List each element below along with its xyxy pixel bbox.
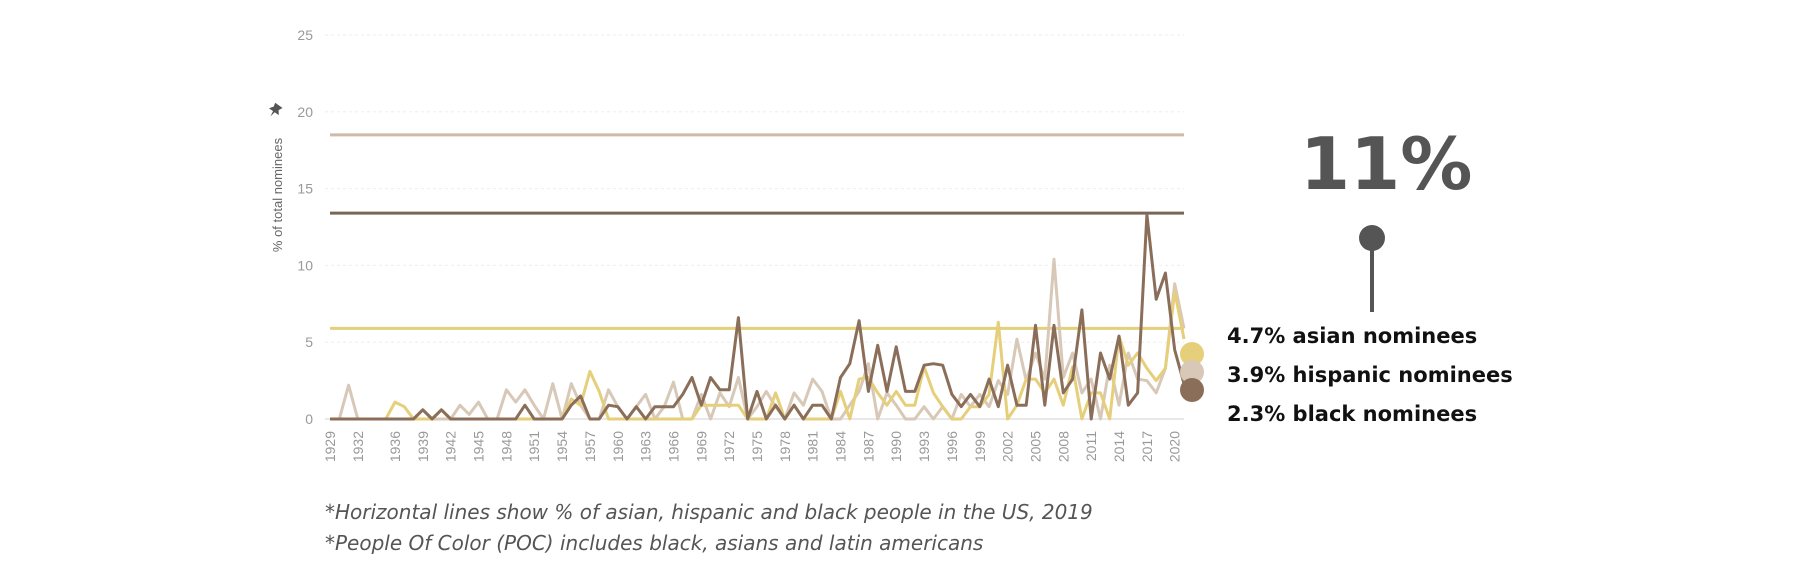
x-tick-label: 1975 — [749, 431, 765, 462]
gridlines — [325, 34, 1184, 420]
callout-pin-stem — [1370, 240, 1374, 312]
x-tick-label: 2017 — [1139, 431, 1155, 462]
x-tick-label: 1948 — [498, 431, 514, 462]
y-tick-label: 20 — [297, 104, 313, 120]
x-tick-label: 1954 — [554, 431, 570, 462]
x-tick-label: 1942 — [443, 431, 459, 462]
x-tick-label: 1957 — [582, 431, 598, 462]
y-axis-title: % of total nominees — [270, 137, 285, 252]
y-tick-label: 5 — [305, 334, 313, 350]
footnote-poc: *People Of Color (POC) includes black, a… — [325, 531, 984, 555]
series-line — [330, 213, 1186, 421]
x-tick-label: 1936 — [387, 431, 403, 462]
x-tick-label: 2020 — [1167, 431, 1183, 462]
x-tick-label: 2005 — [1027, 431, 1043, 462]
reference-lines — [330, 133, 1184, 330]
legend-label-asian: 4.7% asian nominees — [1227, 324, 1478, 348]
y-tick-label: 10 — [297, 257, 313, 273]
x-tick-label: 1972 — [721, 431, 737, 462]
pin-icon — [268, 102, 283, 117]
x-tick-label: 1951 — [526, 431, 542, 462]
y-tick-label: 25 — [297, 27, 313, 43]
series-line — [330, 290, 1186, 421]
x-tick-label: 1978 — [777, 431, 793, 462]
y-tick-label: 15 — [297, 181, 313, 197]
x-tick-label: 1945 — [471, 431, 487, 462]
x-tick-label: 2011 — [1083, 431, 1099, 461]
x-tick-label: 2002 — [1000, 431, 1016, 462]
x-tick-label: 1984 — [833, 431, 849, 462]
x-tick-label: 1996 — [944, 431, 960, 462]
legend-label-hispanic: 3.9% hispanic nominees — [1227, 363, 1513, 387]
x-tick-label: 1960 — [610, 431, 626, 462]
x-tick-label: 1969 — [693, 431, 709, 462]
x-tick-label: 1929 — [322, 431, 338, 462]
x-tick-label: 2008 — [1055, 431, 1071, 462]
y-tick-label: 0 — [305, 411, 313, 427]
x-axis-tick-labels: 1929 1932 1936 1939 1942 1945 1948 1951 1954 1957… — [322, 431, 1183, 462]
x-tick-label: 1981 — [805, 431, 821, 462]
x-tick-label: 1963 — [638, 431, 654, 462]
x-tick-label: 1993 — [916, 431, 932, 462]
x-tick-label: 1932 — [350, 431, 366, 462]
x-tick-label: 1966 — [665, 431, 681, 462]
series-lines — [330, 213, 1186, 421]
x-tick-label: 1987 — [860, 431, 876, 462]
legend-dot-black — [1180, 378, 1204, 402]
footnote-horizontal-lines: *Horizontal lines show % of asian, hispa… — [325, 500, 1093, 524]
x-tick-label: 1990 — [888, 431, 904, 462]
headline-stat: 11% — [1300, 122, 1473, 206]
x-tick-label: 2014 — [1111, 431, 1127, 462]
x-tick-label: 1939 — [415, 431, 431, 462]
legend-label-black: 2.3% black nominees — [1227, 402, 1478, 426]
y-axis-tick-labels: 0 5 10 15 20 25 — [297, 27, 313, 427]
x-tick-label: 1999 — [972, 431, 988, 462]
